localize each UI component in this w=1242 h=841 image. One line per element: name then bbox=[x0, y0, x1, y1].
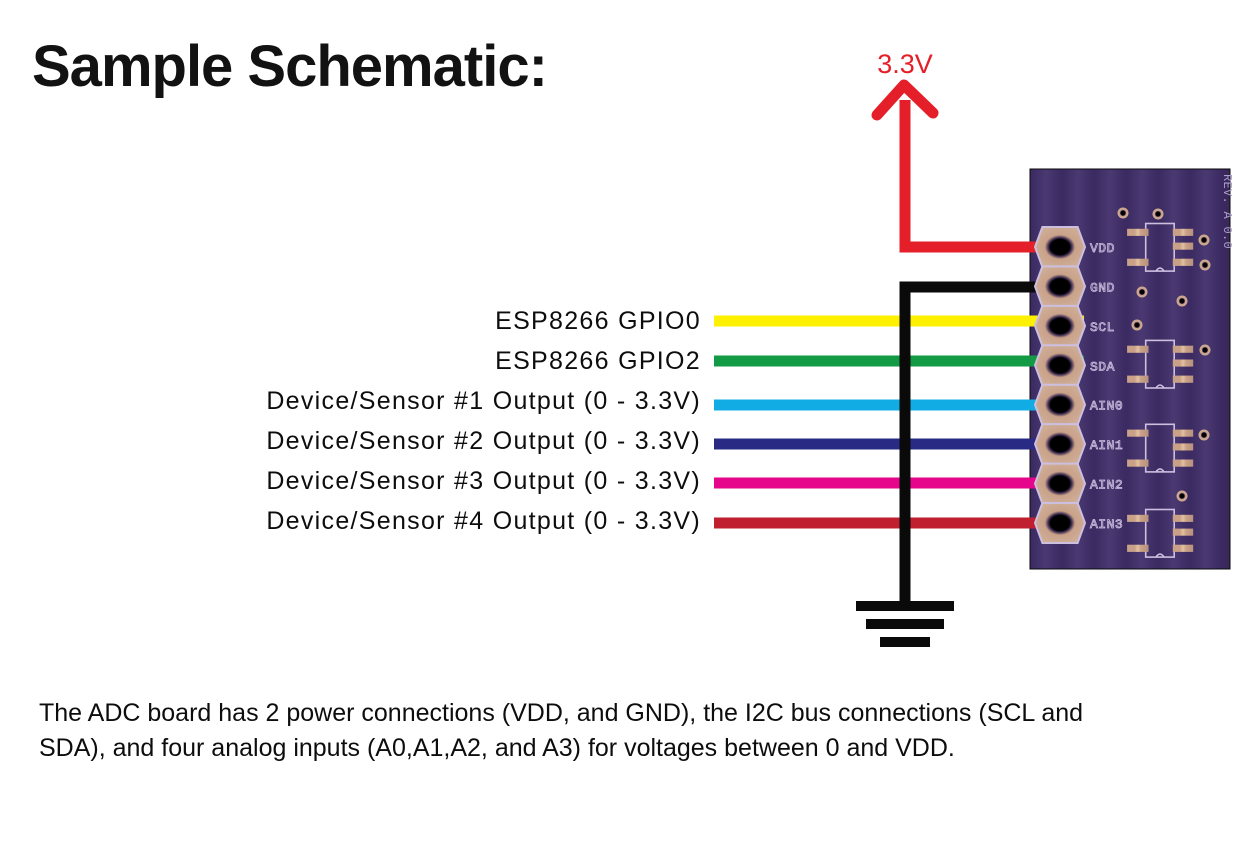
svg-text:AIN3: AIN3 bbox=[1090, 517, 1123, 532]
svg-text:AIN1: AIN1 bbox=[1090, 438, 1123, 453]
svg-text:3.3V: 3.3V bbox=[877, 49, 933, 79]
svg-text:SDA: SDA bbox=[1090, 359, 1115, 374]
svg-text:AIN0: AIN0 bbox=[1090, 399, 1123, 414]
svg-text:REV. A 0.0: REV. A 0.0 bbox=[1220, 174, 1234, 249]
svg-text:AIN2: AIN2 bbox=[1090, 478, 1123, 493]
svg-text:GND: GND bbox=[1090, 280, 1115, 295]
svg-text:SCL: SCL bbox=[1090, 320, 1115, 335]
svg-text:VDD: VDD bbox=[1090, 241, 1115, 256]
